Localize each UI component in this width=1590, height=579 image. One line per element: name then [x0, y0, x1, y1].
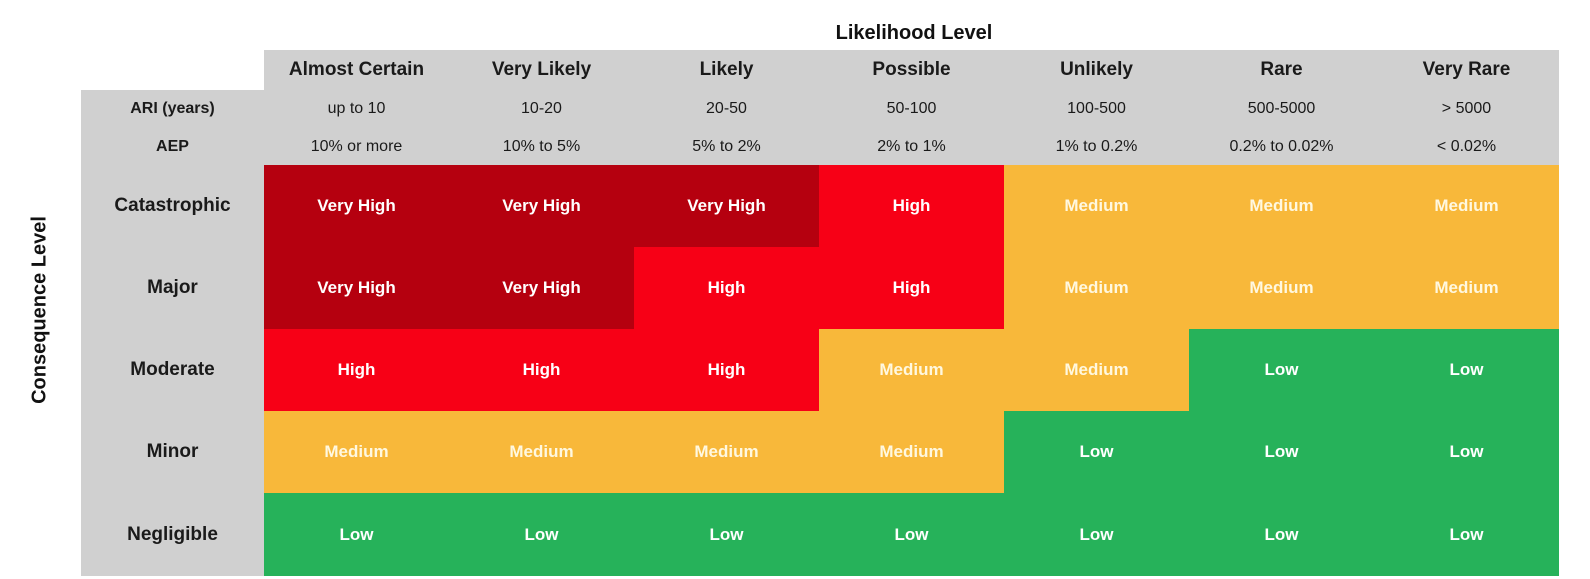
risk-cell: Low — [1374, 411, 1559, 493]
aep-value: 10% or more — [264, 128, 449, 165]
risk-cell: Low — [264, 493, 449, 576]
aep-label: AEP — [81, 128, 264, 165]
risk-cell: High — [819, 247, 1004, 329]
ari-value: 100-500 — [1004, 90, 1189, 128]
risk-cell: Medium — [819, 411, 1004, 493]
risk-cell: Medium — [1004, 247, 1189, 329]
risk-cell: Low — [1004, 493, 1189, 576]
ari-value: 500-5000 — [1189, 90, 1374, 128]
ari-value: 20-50 — [634, 90, 819, 128]
risk-cell: High — [819, 165, 1004, 247]
aep-value: 5% to 2% — [634, 128, 819, 165]
corner-blank — [81, 50, 264, 90]
likelihood-header: Almost Certain — [264, 50, 449, 90]
consequence-label-moderate: Moderate — [81, 329, 264, 411]
risk-cell: High — [449, 329, 634, 411]
risk-cell: Low — [1189, 493, 1374, 576]
risk-cell: Low — [1374, 493, 1559, 576]
risk-cell: Medium — [1374, 247, 1559, 329]
likelihood-header: Unlikely — [1004, 50, 1189, 90]
risk-cell: Very High — [449, 247, 634, 329]
likelihood-header: Likely — [634, 50, 819, 90]
ari-value: 50-100 — [819, 90, 1004, 128]
likelihood-level-title: Likelihood Level — [835, 22, 993, 44]
risk-cell: Medium — [1004, 329, 1189, 411]
likelihood-header: Rare — [1189, 50, 1374, 90]
risk-cell: Medium — [1189, 247, 1374, 329]
risk-cell: High — [634, 247, 819, 329]
risk-cell: Very High — [264, 247, 449, 329]
risk-cell: Very High — [264, 165, 449, 247]
risk-cell: Medium — [1374, 165, 1559, 247]
risk-cell: Low — [1374, 329, 1559, 411]
risk-cell: Low — [1189, 411, 1374, 493]
ari-value: > 5000 — [1374, 90, 1559, 128]
risk-cell: High — [264, 329, 449, 411]
aep-value: 2% to 1% — [819, 128, 1004, 165]
risk-cell: Medium — [1189, 165, 1374, 247]
consequence-label-major: Major — [81, 247, 264, 329]
risk-cell: Low — [1189, 329, 1374, 411]
consequence-level-title-wrap: Consequence Level — [14, 150, 66, 470]
risk-cell: Low — [1004, 411, 1189, 493]
ari-value: up to 10 — [264, 90, 449, 128]
consequence-label-catastrophic: Catastrophic — [81, 165, 264, 247]
risk-cell: Low — [449, 493, 634, 576]
aep-value: 1% to 0.2% — [1004, 128, 1189, 165]
risk-cell: Medium — [1004, 165, 1189, 247]
risk-cell: Medium — [634, 411, 819, 493]
risk-cell: High — [634, 329, 819, 411]
risk-cell: Very High — [634, 165, 819, 247]
risk-cell: Low — [634, 493, 819, 576]
likelihood-header: Very Likely — [449, 50, 634, 90]
aep-value: < 0.02% — [1374, 128, 1559, 165]
aep-value: 10% to 5% — [449, 128, 634, 165]
risk-cell: Medium — [449, 411, 634, 493]
consequence-label-negligible: Negligible — [81, 493, 264, 576]
risk-cell: Medium — [264, 411, 449, 493]
ari-label: ARI (years) — [81, 90, 264, 128]
risk-matrix: Almost Certain Very Likely Likely Possib… — [81, 50, 1559, 576]
risk-cell: Medium — [819, 329, 1004, 411]
likelihood-header: Possible — [819, 50, 1004, 90]
ari-value: 10-20 — [449, 90, 634, 128]
consequence-label-minor: Minor — [81, 411, 264, 493]
likelihood-header: Very Rare — [1374, 50, 1559, 90]
risk-cell: Low — [819, 493, 1004, 576]
consequence-level-title: Consequence Level — [28, 216, 51, 404]
risk-cell: Very High — [449, 165, 634, 247]
aep-value: 0.2% to 0.02% — [1189, 128, 1374, 165]
